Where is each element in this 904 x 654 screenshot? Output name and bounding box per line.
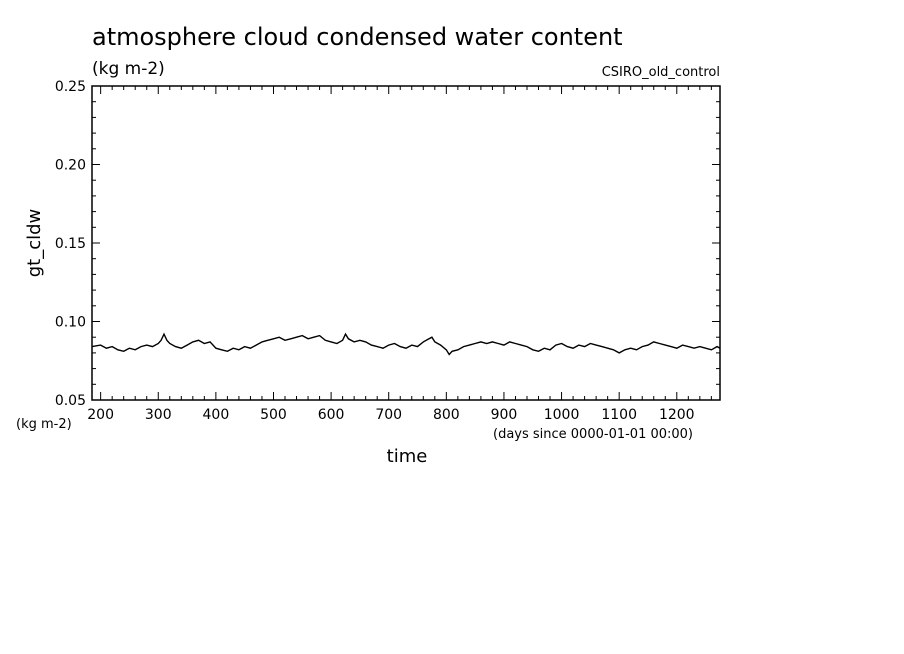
x-tick-label: 600 — [318, 407, 345, 423]
x-tick-label: 700 — [375, 407, 402, 423]
y-tick-label: 0.10 — [55, 315, 86, 331]
x-tick-label: 900 — [491, 407, 518, 423]
chart-subtitle: (kg m-2) — [92, 59, 165, 79]
x-axis: 200 300 400 500 600 700 800 900 1000 1100 1200 — [87, 86, 712, 423]
x-units-label: (days since 0000-01-01 00:00) — [493, 427, 693, 442]
x-tick-label: 200 — [87, 407, 114, 423]
plot-frame — [91, 85, 721, 401]
x-tick-label: 1100 — [601, 407, 637, 423]
dataset-label: CSIRO_old_control — [602, 65, 720, 80]
x-tick-label: 1200 — [659, 407, 695, 423]
y-tick-label: 0.05 — [55, 393, 86, 409]
x-axis-label: time — [387, 446, 428, 467]
y-axis: 0.05 0.10 0.15 0.20 0.25 — [55, 79, 720, 409]
x-tick-label: 400 — [203, 407, 230, 423]
x-tick-label: 300 — [145, 407, 172, 423]
y-axis-label: gt_cldw — [24, 209, 45, 278]
series-line — [91, 332, 721, 356]
chart-title: atmosphere cloud condensed water content — [92, 23, 623, 51]
y-tick-label: 0.25 — [55, 79, 86, 95]
x-tick-label: 500 — [260, 407, 287, 423]
y-tick-label: 0.15 — [55, 236, 86, 252]
y-units-label: (kg m-2) — [16, 417, 72, 432]
x-tick-label: 1000 — [544, 407, 580, 423]
x-tick-label: 800 — [433, 407, 460, 423]
y-tick-label: 0.20 — [55, 158, 86, 174]
